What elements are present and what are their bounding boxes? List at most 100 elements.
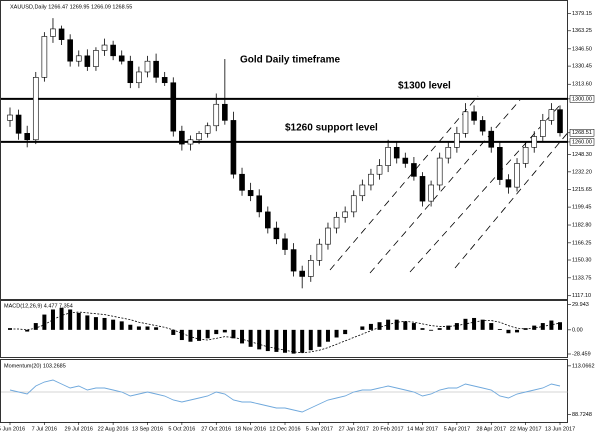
candle-body bbox=[15, 114, 22, 134]
candle-body bbox=[75, 55, 82, 62]
macd-bar bbox=[59, 307, 64, 330]
candle-body bbox=[247, 190, 254, 197]
candle-body bbox=[93, 50, 99, 67]
macd-bar bbox=[325, 329, 330, 342]
macd-bar bbox=[188, 329, 193, 342]
candle-body bbox=[136, 71, 142, 84]
candle-body bbox=[419, 176, 426, 202]
candle-body bbox=[196, 133, 202, 141]
y-tick-label: 1248.30 bbox=[572, 152, 592, 158]
macd-bar bbox=[85, 315, 90, 330]
x-tick-label: 22 May 2017 bbox=[510, 426, 542, 432]
x-tick-label: 5 Jan 2017 bbox=[306, 426, 333, 432]
candle-body bbox=[204, 125, 211, 134]
candle-body bbox=[488, 130, 495, 148]
y-tick-label: 1313.60 bbox=[572, 82, 592, 88]
y-tick-label: 1133.75 bbox=[572, 275, 591, 281]
candle-body bbox=[505, 179, 512, 188]
candle-body bbox=[7, 114, 13, 121]
candle-body bbox=[436, 157, 443, 186]
macd-bar bbox=[171, 329, 176, 335]
x-tick-label: 12 Dec 2016 bbox=[269, 426, 300, 432]
macd-bar bbox=[274, 329, 279, 352]
macd-panel bbox=[0, 300, 568, 358]
macd-bar bbox=[283, 329, 287, 353]
y-tick-label: 1232.20 bbox=[572, 169, 592, 175]
macd-bar bbox=[257, 329, 262, 350]
macd-bar bbox=[240, 329, 245, 344]
x-tick-label: 27 Jan 2017 bbox=[339, 426, 369, 432]
y-tick-label: 113.0662 bbox=[572, 363, 595, 369]
candle-body bbox=[342, 211, 348, 218]
macd-title: MACD(12,26,9) 4.477 7.354 bbox=[4, 303, 73, 309]
macd-bar bbox=[360, 326, 365, 330]
macd-bar bbox=[111, 319, 116, 330]
macd-bar bbox=[497, 329, 502, 330]
momentum-panel bbox=[0, 359, 568, 423]
candle-body bbox=[265, 211, 271, 229]
y-tick-label: 1150.30 bbox=[572, 257, 591, 263]
candle-body bbox=[548, 109, 555, 121]
chart-title: XAUUSD,Daily 1266.47 1269.95 1266.09 126… bbox=[10, 4, 132, 10]
macd-bar bbox=[317, 329, 322, 347]
tick-box bbox=[569, 138, 595, 146]
macd-bar bbox=[308, 329, 313, 351]
macd-bar bbox=[446, 325, 451, 330]
x-tick-label: 5 Apr 2017 bbox=[444, 426, 471, 432]
channel-line bbox=[454, 129, 571, 269]
macd-bar bbox=[214, 329, 219, 335]
signal-line bbox=[10, 311, 561, 354]
macd-bar bbox=[102, 317, 107, 330]
candle-body bbox=[187, 139, 194, 145]
candle-body bbox=[153, 60, 159, 78]
candle-body bbox=[445, 147, 452, 159]
macd-bar bbox=[515, 329, 520, 333]
macd-bar bbox=[558, 322, 562, 330]
candle-body bbox=[24, 133, 30, 141]
macd-bar bbox=[463, 318, 468, 330]
macd-bar bbox=[145, 326, 150, 330]
candle-body bbox=[376, 165, 383, 175]
y-tick-label: 1182.80 bbox=[572, 222, 591, 228]
candle-body bbox=[307, 260, 314, 277]
x-tick-label: 13 Jun 2017 bbox=[545, 426, 575, 432]
candle-body bbox=[179, 130, 185, 145]
annotation: Gold Daily timeframe bbox=[240, 55, 340, 66]
y-tick-label: 1117.10 bbox=[572, 293, 591, 299]
macd-bar bbox=[420, 328, 425, 330]
x-tick-label: 18 Nov 2016 bbox=[235, 426, 266, 432]
candle-body bbox=[333, 216, 340, 229]
annotation: $1260 support level bbox=[285, 123, 378, 134]
macd-bar bbox=[205, 329, 210, 339]
y-tick-label: 1300.00 bbox=[572, 96, 592, 102]
y-tick-label: 1166.25 bbox=[572, 240, 591, 246]
tick-box bbox=[569, 95, 595, 103]
candle-body bbox=[110, 44, 116, 57]
macd-bar bbox=[300, 329, 305, 353]
candle-body bbox=[385, 147, 391, 166]
momentum-title: Momentum(20) 103.2685 bbox=[4, 363, 66, 369]
macd-bar bbox=[377, 322, 382, 330]
macd-bar bbox=[437, 328, 442, 330]
candle-body bbox=[428, 184, 434, 202]
candle-body bbox=[58, 28, 65, 40]
candle-body bbox=[471, 111, 477, 121]
macd-bar bbox=[93, 317, 98, 330]
y-tick-label: 88.7248 bbox=[572, 412, 592, 418]
candle-body bbox=[454, 133, 460, 148]
tick-box bbox=[569, 129, 595, 137]
candle-body bbox=[540, 120, 546, 137]
y-tick-label: 1268.51 bbox=[572, 130, 592, 136]
y-tick-label: 1330.45 bbox=[572, 64, 592, 70]
price-panel bbox=[0, 0, 568, 300]
macd-bar bbox=[549, 320, 554, 330]
macd-bar bbox=[42, 314, 47, 330]
candle-body bbox=[213, 103, 220, 127]
candle-body bbox=[84, 55, 91, 67]
candle-body bbox=[479, 120, 486, 132]
candle-body bbox=[127, 60, 134, 84]
candle-body bbox=[522, 147, 529, 164]
y-tick-label: 1260.00 bbox=[572, 139, 592, 145]
candle-body bbox=[350, 195, 357, 213]
